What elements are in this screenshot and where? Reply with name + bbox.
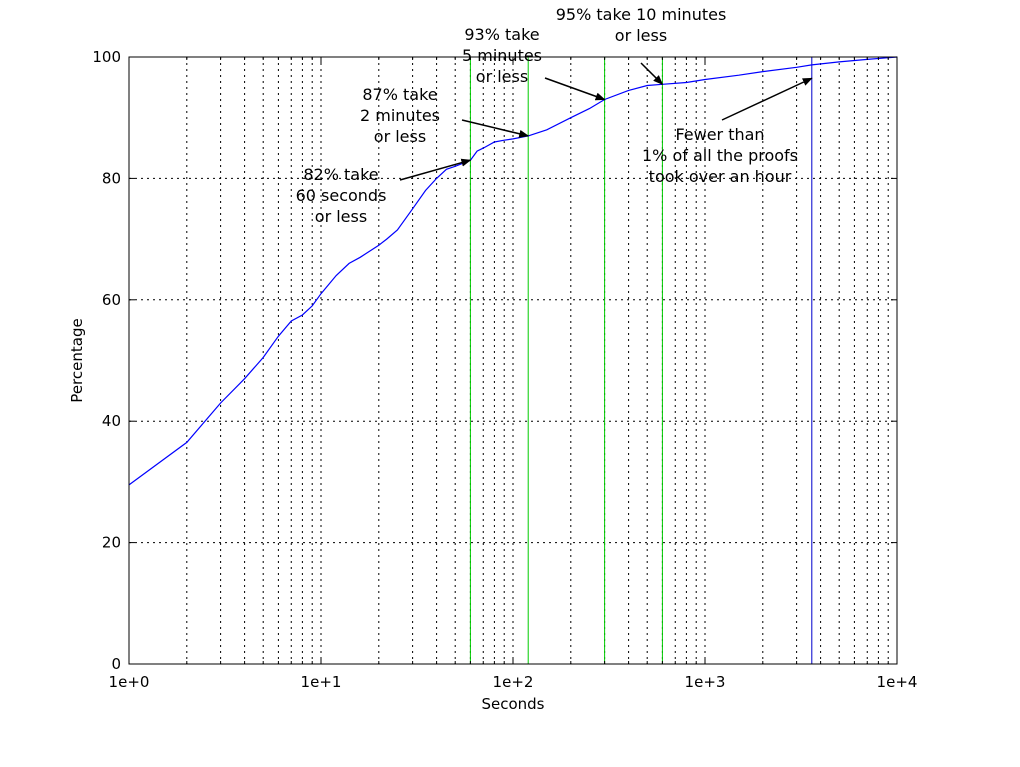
y-tick-label: 60	[102, 291, 121, 309]
x-tick-label: 1e+4	[877, 673, 918, 691]
y-tick-label: 20	[102, 534, 121, 552]
annotation-arrow	[399, 158, 472, 181]
y-tick-label: 40	[102, 412, 121, 430]
annotation-arrow	[721, 77, 813, 121]
x-tick-label: 1e+2	[493, 673, 534, 691]
annotation-text: 93% take 5 minutes or less	[462, 25, 542, 86]
annotation-arrow	[640, 62, 664, 86]
x-tick-label: 1e+0	[109, 673, 150, 691]
annotation-arrow	[461, 119, 530, 138]
annotations: 82% take 60 seconds or less 87% take 2 minut…	[296, 5, 813, 226]
annotation-arrow	[544, 77, 606, 101]
x-axis-label: Seconds	[481, 695, 544, 713]
x-tick-label: 1e+3	[685, 673, 726, 691]
annotation-text: Fewer than 1% of all the proofs took over …	[642, 125, 798, 186]
y-tick-label: 100	[92, 48, 121, 66]
annotation-text: 87% take 2 minutes or less	[360, 85, 440, 146]
x-tick-label: 1e+1	[301, 673, 342, 691]
axis-ticks: 1e+0 1e+1 1e+2 1e+3 1e+4 0 20 40 60 80 100	[92, 48, 917, 691]
y-axis-label: Percentage	[68, 318, 86, 402]
reference-lines	[469, 57, 813, 664]
y-tick-label: 80	[102, 169, 121, 187]
annotation-text: 95% take 10 minutes or less	[556, 5, 727, 45]
annotation-text: 82% take 60 seconds or less	[296, 165, 387, 226]
y-tick-label: 0	[111, 655, 121, 673]
